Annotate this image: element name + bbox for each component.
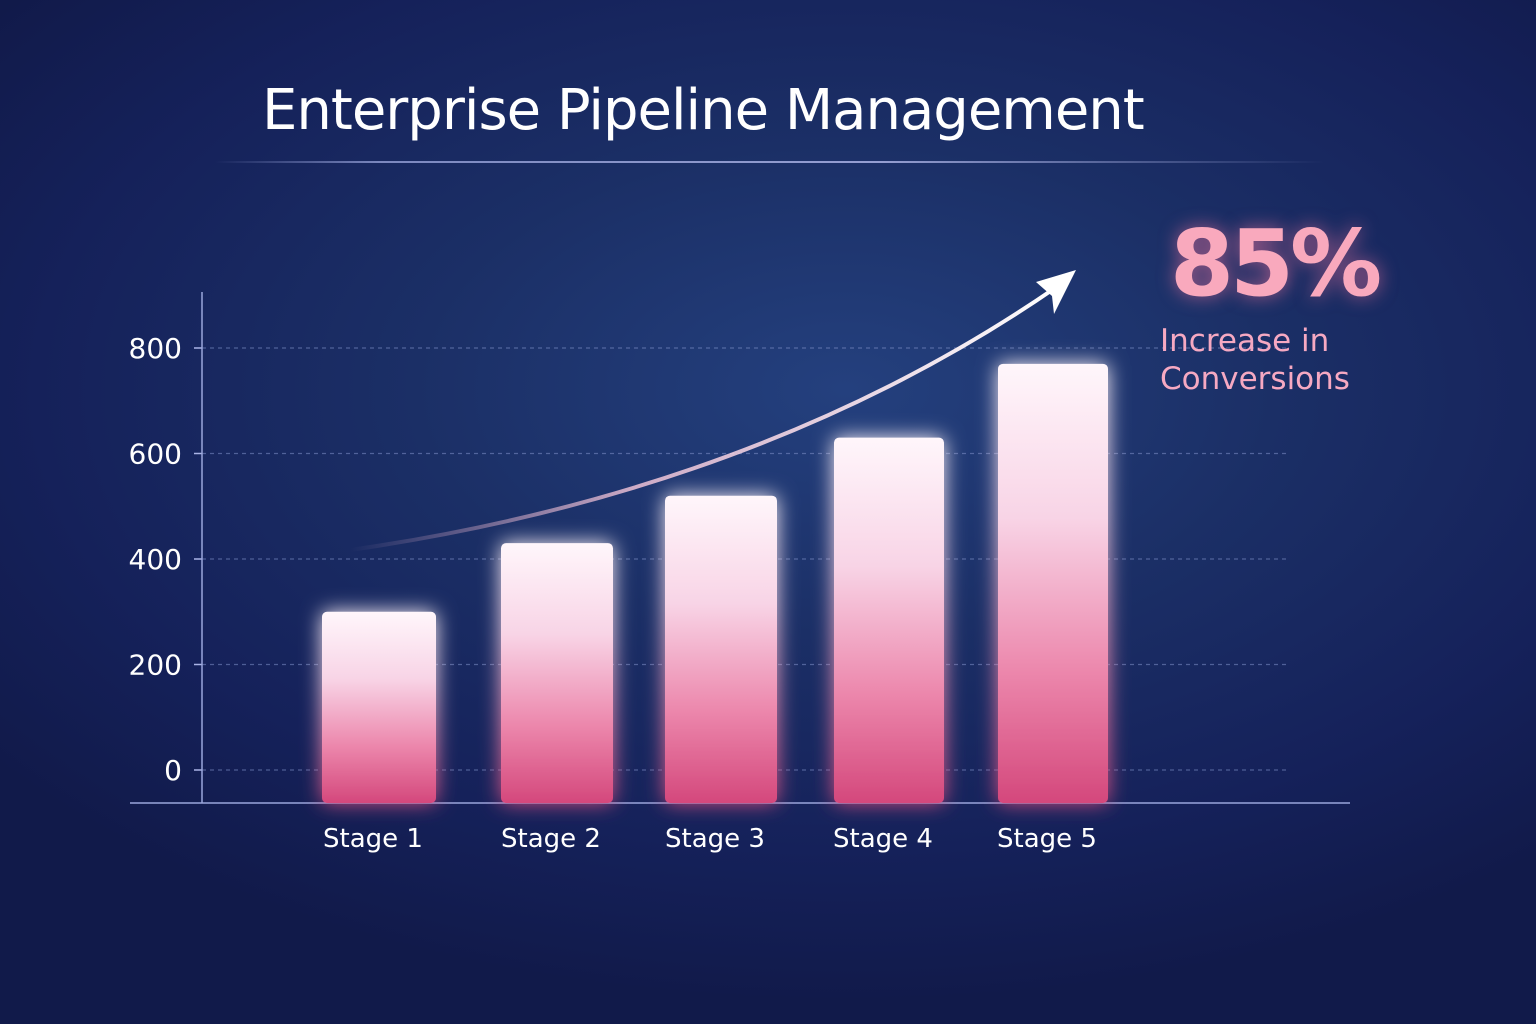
bar — [501, 543, 613, 803]
chart-title: Enterprise Pipeline Management — [262, 78, 1145, 143]
stat-value: 85% — [1170, 210, 1382, 317]
y-tick-label: 800 — [129, 332, 182, 365]
title-divider — [215, 161, 1325, 163]
bar — [998, 363, 1108, 803]
arrow-head-icon — [1036, 270, 1076, 314]
bar — [834, 437, 944, 803]
bar — [665, 495, 777, 803]
axis-labels: 0 200 400 600 800 Stage 1 Stage 2 Stage 3 Stage … — [129, 332, 1097, 854]
y-tick-label: 0 — [164, 754, 182, 787]
bars — [322, 363, 1108, 803]
x-tick-label: Stage 4 — [833, 824, 933, 854]
y-tick-label: 200 — [129, 649, 182, 682]
x-tick-label: Stage 3 — [665, 824, 765, 854]
x-tick-label: Stage 5 — [997, 824, 1097, 854]
stat-label: Increase in Conversions — [1160, 323, 1350, 397]
x-tick-label: Stage 2 — [501, 824, 601, 854]
y-tick-label: 600 — [129, 438, 182, 471]
trend-arrow — [348, 270, 1076, 552]
bar — [322, 611, 436, 803]
trend-arrow-line — [348, 286, 1057, 552]
y-tick-label: 400 — [129, 543, 182, 576]
x-tick-label: Stage 1 — [323, 824, 423, 854]
